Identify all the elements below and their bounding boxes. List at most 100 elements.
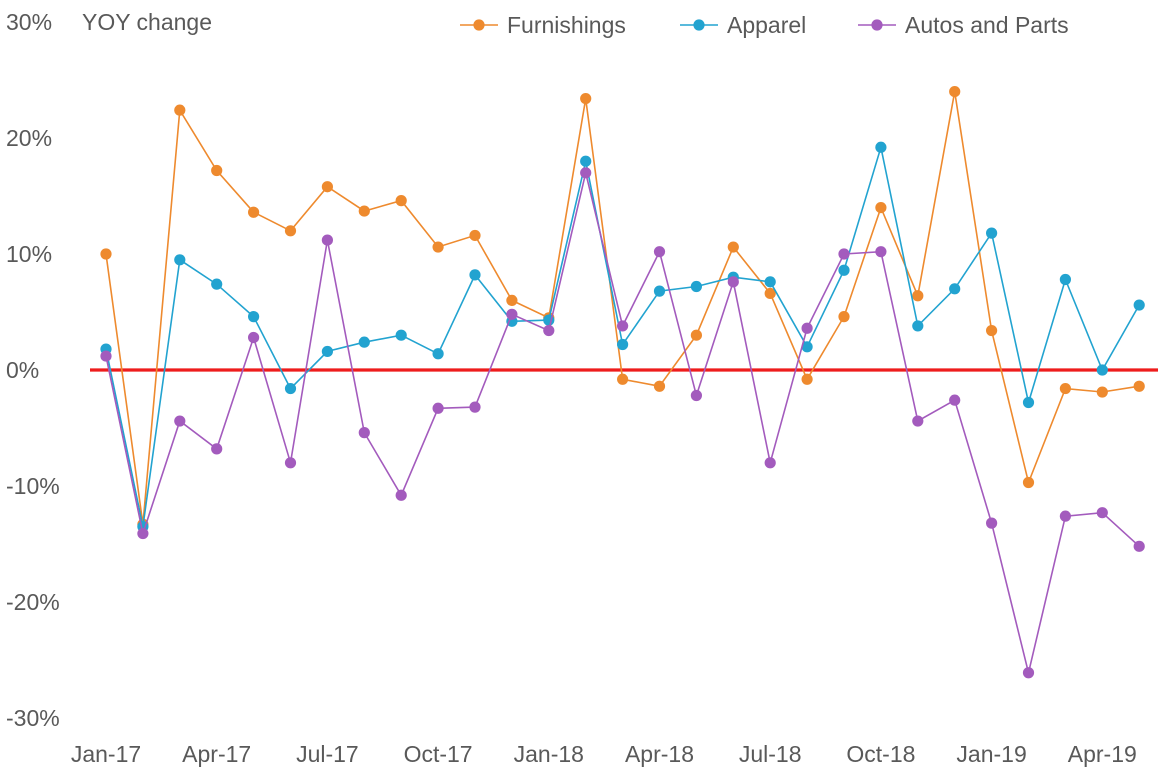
data-point-autos-and-parts [432, 402, 444, 414]
x-tick-label: Apr-18 [625, 741, 694, 767]
data-point-autos-and-parts [1133, 540, 1145, 552]
data-point-furnishings [912, 290, 924, 302]
series-apparel [100, 141, 1145, 533]
data-point-autos-and-parts [875, 246, 887, 258]
data-point-furnishings [284, 225, 297, 237]
series-autos-and-parts [100, 167, 1145, 679]
y-tick-label: 30% [6, 9, 52, 35]
data-point-furnishings [211, 164, 223, 177]
x-tick-label: Apr-19 [1068, 741, 1137, 767]
data-point-furnishings [1096, 386, 1108, 398]
legend-item-autos-and-parts: Autos and Parts [858, 12, 1069, 38]
y-tick-label: 10% [6, 241, 52, 267]
y-tick-label: 0% [6, 357, 39, 383]
data-point-furnishings [764, 287, 776, 300]
data-point-apparel [358, 336, 370, 348]
data-point-autos-and-parts [617, 320, 629, 332]
data-point-furnishings [580, 92, 592, 105]
legend-item-furnishings: Furnishings [460, 12, 626, 38]
data-point-apparel [949, 283, 961, 295]
data-point-apparel [875, 141, 887, 153]
data-point-apparel [395, 329, 407, 341]
data-point-apparel [469, 269, 481, 281]
data-point-apparel [1022, 396, 1035, 409]
data-point-furnishings [1059, 382, 1071, 395]
data-point-furnishings [838, 311, 850, 323]
data-point-apparel [432, 348, 444, 360]
data-point-furnishings [949, 86, 961, 98]
data-point-apparel [284, 382, 297, 395]
x-tick-label: Oct-18 [846, 741, 915, 767]
data-point-furnishings [1022, 476, 1035, 489]
data-point-autos-and-parts [321, 234, 333, 246]
data-point-furnishings [174, 104, 186, 116]
data-point-apparel [1059, 273, 1071, 286]
series-line-apparel [105, 147, 1140, 527]
data-point-apparel [690, 280, 703, 293]
y-axis-label: YOY change [82, 9, 212, 35]
x-tick-label: Oct-17 [404, 741, 473, 767]
data-point-apparel [764, 276, 776, 288]
data-point-autos-and-parts [580, 167, 592, 179]
y-tick-label: 20% [6, 125, 52, 151]
data-point-furnishings [653, 380, 666, 392]
legend-marker [693, 19, 705, 31]
x-tick-label: Jul-18 [739, 741, 802, 767]
data-point-autos-and-parts [727, 276, 739, 288]
data-point-apparel [211, 278, 223, 290]
data-point-autos-and-parts [506, 308, 518, 320]
data-point-furnishings [875, 202, 887, 214]
data-point-autos-and-parts [137, 527, 149, 540]
series-line-furnishings [105, 91, 1140, 525]
data-point-apparel [801, 341, 813, 353]
data-point-furnishings [469, 229, 481, 242]
data-point-autos-and-parts [690, 389, 703, 402]
data-point-furnishings [432, 241, 444, 253]
data-point-furnishings [358, 205, 370, 217]
legend-label: Furnishings [507, 12, 626, 38]
data-point-apparel [1133, 299, 1145, 311]
data-point-autos-and-parts [1059, 510, 1071, 522]
data-point-furnishings [395, 195, 407, 207]
legend-label: Autos and Parts [905, 12, 1069, 38]
data-point-furnishings [1133, 380, 1145, 392]
x-tick-label: Jan-17 [71, 741, 141, 767]
data-point-apparel [1096, 364, 1108, 376]
data-point-autos-and-parts [358, 427, 370, 439]
data-point-apparel [248, 311, 260, 323]
data-point-furnishings [506, 294, 518, 306]
legend: Furnishings Apparel Autos and Parts [460, 12, 1069, 38]
data-point-furnishings [801, 373, 813, 385]
data-point-autos-and-parts [469, 401, 481, 413]
data-point-apparel [838, 264, 850, 276]
data-point-autos-and-parts [653, 246, 666, 258]
data-point-apparel [617, 338, 629, 351]
data-point-apparel [580, 155, 592, 167]
data-point-autos-and-parts [174, 415, 186, 427]
data-point-autos-and-parts [1096, 507, 1108, 519]
legend-item-apparel: Apparel [680, 12, 806, 38]
x-tick-label: Apr-17 [182, 741, 251, 767]
data-point-apparel [912, 320, 924, 332]
data-point-furnishings [986, 324, 998, 337]
legend-label: Apparel [727, 12, 806, 38]
y-axis-ticks: 30% 20% 10% 0% -10% -20% -30% [6, 9, 60, 731]
y-tick-label: -10% [6, 473, 60, 499]
series-line-autos-and-parts [105, 172, 1140, 673]
data-point-autos-and-parts [949, 394, 961, 406]
data-point-autos-and-parts [248, 331, 260, 344]
data-point-autos-and-parts [395, 489, 407, 501]
data-point-furnishings [248, 206, 260, 218]
data-point-apparel [321, 345, 333, 358]
data-point-furnishings [690, 329, 703, 341]
x-tick-label: Jan-18 [514, 741, 584, 767]
data-point-furnishings [321, 181, 333, 193]
x-tick-label: Jan-19 [956, 741, 1026, 767]
x-tick-label: Jul-17 [296, 741, 359, 767]
data-point-furnishings [100, 248, 112, 260]
data-point-autos-and-parts [986, 517, 998, 529]
y-tick-label: -20% [6, 589, 60, 615]
data-point-autos-and-parts [801, 322, 813, 334]
data-point-apparel [986, 227, 998, 239]
data-point-autos-and-parts [1022, 667, 1035, 679]
